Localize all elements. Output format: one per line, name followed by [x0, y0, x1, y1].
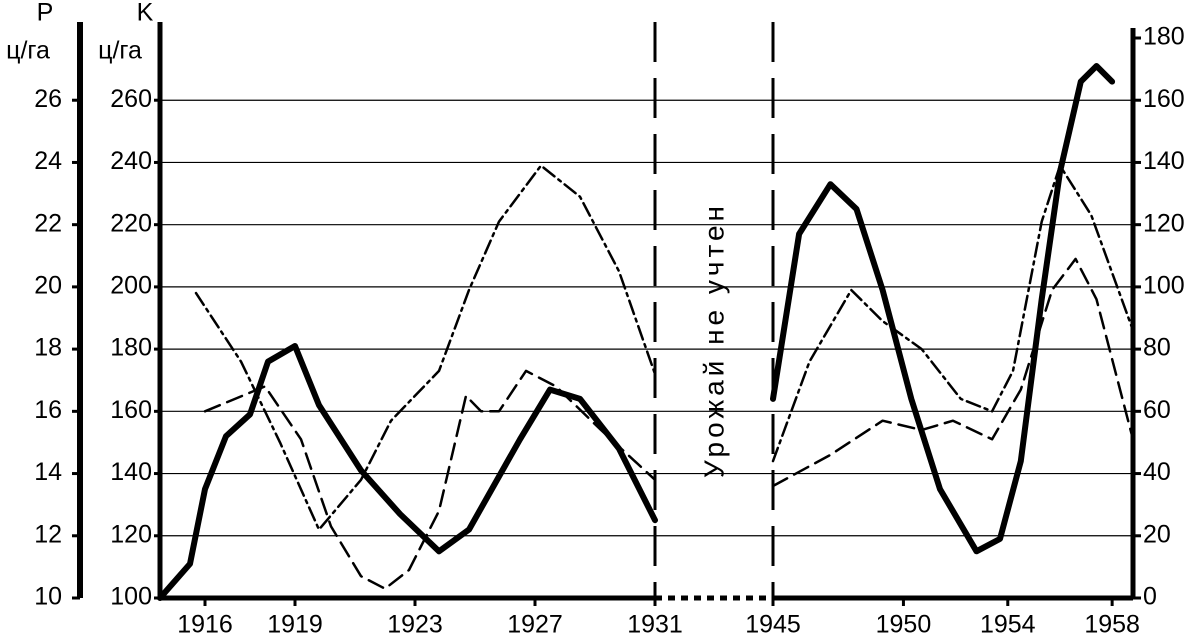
k-tick-label: 240: [110, 147, 152, 175]
y2-tick-label: 120: [1143, 209, 1185, 237]
annotation: Урожай не учтен: [698, 202, 729, 478]
p-tick-label: 20: [34, 271, 62, 299]
y2-tick-label: 80: [1143, 334, 1171, 362]
k-tick-label: 140: [110, 458, 152, 486]
k-tick-label: 120: [110, 520, 152, 548]
data-line: [771, 257, 1135, 488]
p-tick-label: 24: [34, 147, 62, 175]
data-line: [194, 164, 657, 531]
k-tick-label: 260: [110, 85, 152, 113]
x-tick-label: 1916: [177, 611, 233, 639]
p-tick-label: 18: [34, 334, 62, 362]
p-tick-label: 26: [34, 85, 62, 113]
k-tick-label: 220: [110, 209, 152, 237]
x-tick-label: 1945: [745, 611, 801, 639]
data-line: [157, 343, 658, 601]
y2-tick-label: 60: [1143, 396, 1171, 424]
k-tick-label: 200: [110, 271, 152, 299]
p-tick-label: 12: [34, 520, 62, 548]
k-axis-unit: ц/га: [98, 37, 142, 65]
x-tick-label: 1927: [507, 611, 563, 639]
x-tick-label: 1931: [627, 611, 683, 639]
y2-tick-label: 180: [1143, 23, 1185, 51]
p-tick-label: 16: [34, 396, 62, 424]
data-line: [770, 63, 1116, 555]
y2-tick-label: 100: [1143, 271, 1185, 299]
y2-tick-label: 140: [1143, 147, 1185, 175]
data-line: [203, 369, 657, 590]
k-axis-label: K: [137, 0, 154, 27]
x-tick-label: 1958: [1084, 611, 1140, 639]
y2-tick-label: 40: [1143, 458, 1171, 486]
data-line: [771, 164, 1135, 463]
x-tick-label: 1923: [387, 611, 443, 639]
y2-tick-label: 160: [1143, 85, 1185, 113]
x-tick-label: 1919: [267, 611, 323, 639]
p-tick-label: 22: [34, 209, 62, 237]
x-tick-label: 1954: [980, 611, 1036, 639]
p-axis-unit: ц/га: [6, 37, 50, 65]
x-tick-label: 1950: [876, 611, 932, 639]
k-tick-label: 100: [110, 583, 152, 611]
y2-tick-label: 20: [1143, 520, 1171, 548]
p-axis-label: P: [37, 0, 54, 27]
y2-tick-label: 0: [1143, 583, 1157, 611]
k-tick-label: 160: [110, 396, 152, 424]
p-tick-label: 14: [34, 458, 62, 486]
p-tick-label: 10: [34, 583, 62, 611]
k-tick-label: 180: [110, 334, 152, 362]
